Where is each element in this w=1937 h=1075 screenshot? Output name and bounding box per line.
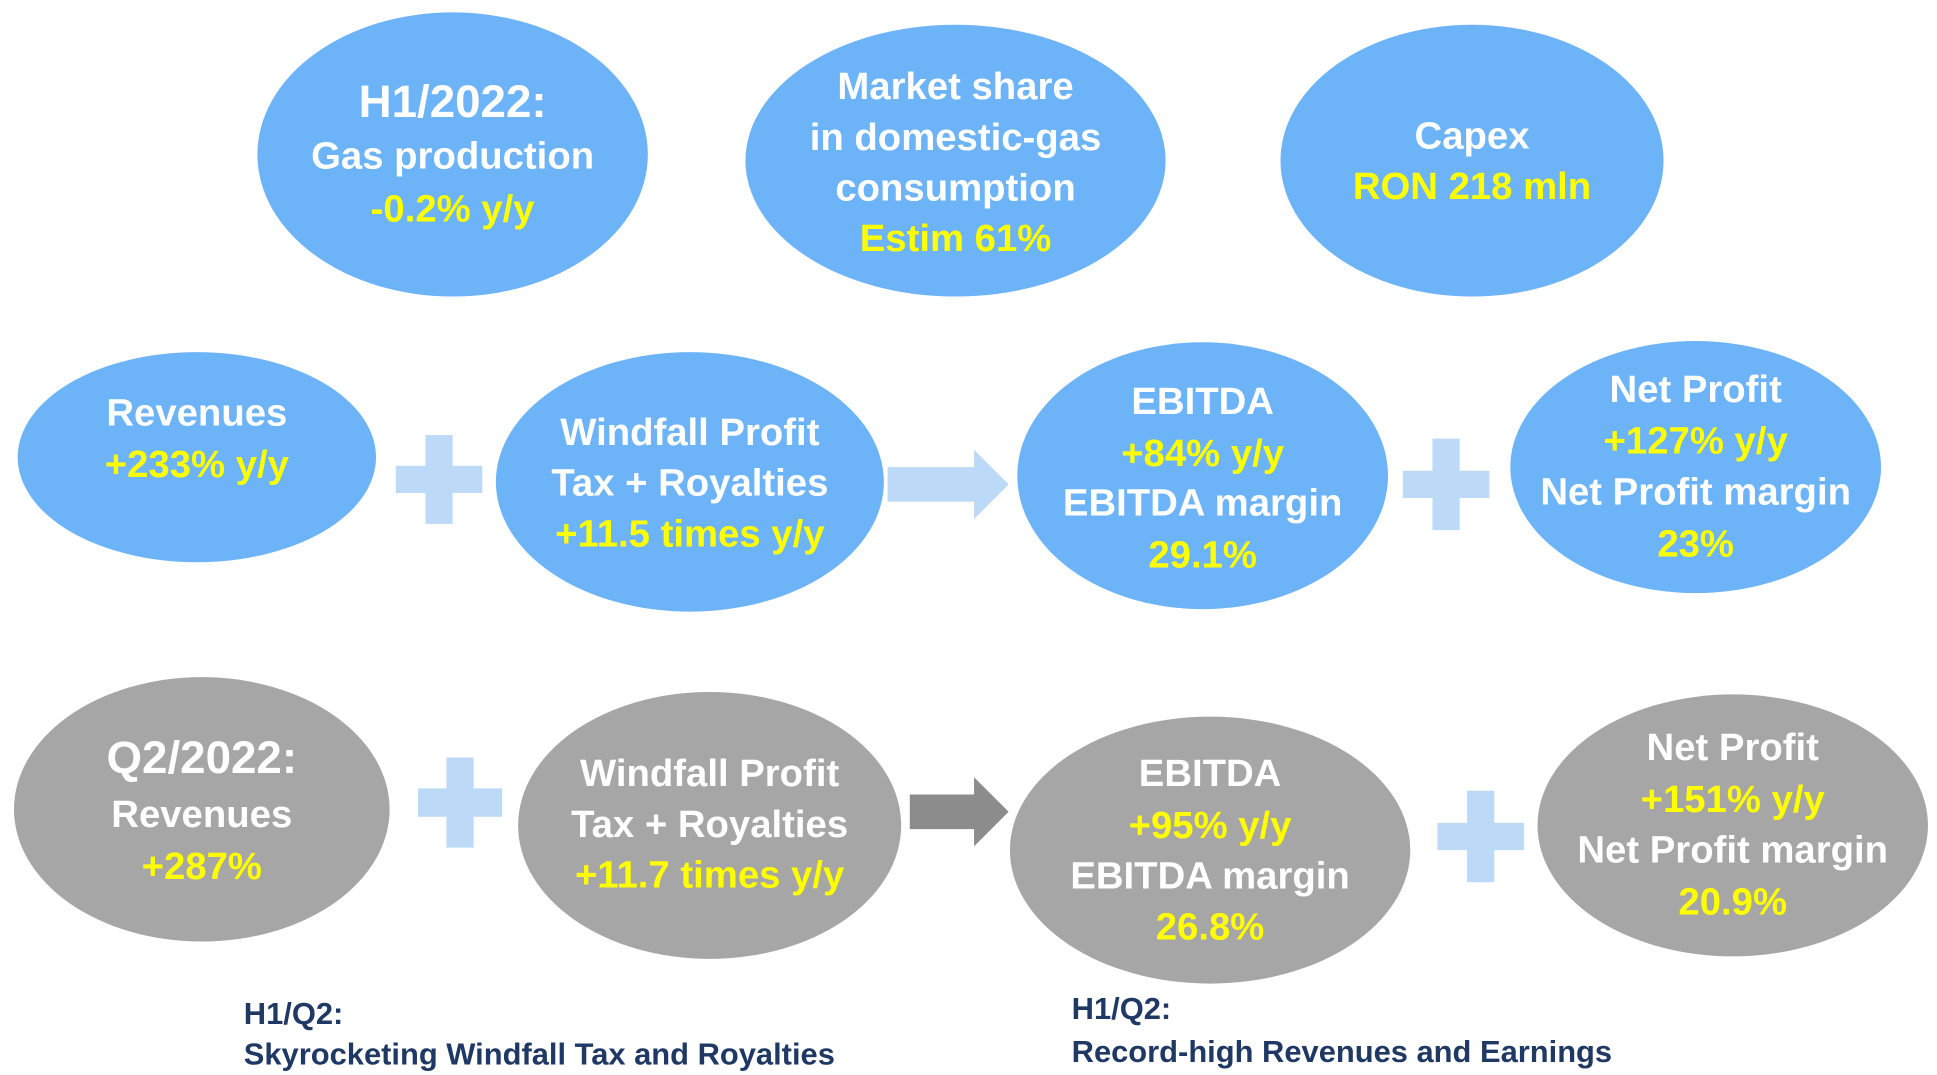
- node-text: Capex: [1415, 115, 1531, 158]
- node-text: Net Profit margin: [1577, 829, 1888, 872]
- node-text: 20.9%: [1678, 881, 1787, 924]
- node-text: Net Profit: [1609, 368, 1782, 411]
- node-text: H1/2022:: [359, 76, 547, 127]
- node-text: +11.7 times y/y: [575, 853, 845, 896]
- node-text: EBITDA margin: [1063, 481, 1342, 524]
- plus: [395, 434, 483, 524]
- node-text: Estim 61%: [860, 217, 1052, 260]
- node-text: Windfall Profit: [560, 411, 819, 454]
- node: [518, 691, 902, 959]
- node-text: Gas production: [311, 134, 594, 177]
- node-text: Tax + Royalties: [551, 462, 828, 505]
- node: [1280, 24, 1664, 297]
- plus: [1437, 790, 1524, 883]
- node-text: +11.5 times y/y: [555, 512, 825, 555]
- node-text: Q2/2022:: [107, 732, 298, 783]
- node-text: Revenues: [106, 391, 287, 434]
- caption: Skyrocketing Windfall Tax and Royalties: [244, 1037, 835, 1072]
- node-text: EBITDA margin: [1070, 855, 1349, 898]
- caption: H1/Q2:: [244, 996, 344, 1031]
- node-text: +127% y/y: [1604, 420, 1789, 463]
- plus: [1402, 438, 1490, 531]
- node-text: EBITDA: [1139, 752, 1282, 795]
- node-text: Market share: [837, 65, 1073, 108]
- caption: H1/Q2:: [1072, 991, 1172, 1026]
- node-text: +95% y/y: [1129, 804, 1293, 847]
- node-text: EBITDA: [1131, 380, 1274, 423]
- node: [745, 24, 1166, 297]
- node: [1009, 716, 1411, 984]
- node-text: consumption: [835, 166, 1075, 209]
- node-text: +151% y/y: [1641, 778, 1826, 821]
- node-text: Net Profit margin: [1540, 470, 1851, 513]
- node-text: +287%: [142, 845, 262, 888]
- node-text: -0.2% y/y: [371, 187, 536, 230]
- node-text: in domestic-gas: [810, 116, 1102, 159]
- node-text: Revenues: [111, 793, 292, 836]
- node: [1017, 342, 1388, 610]
- node-text: RON 218 mln: [1353, 165, 1591, 208]
- node-text: Tax + Royalties: [571, 803, 848, 846]
- arrow: [887, 449, 1009, 519]
- node: [17, 352, 377, 563]
- node-text: 26.8%: [1156, 905, 1265, 948]
- node-text: +233% y/y: [105, 443, 290, 486]
- node-text: 29.1%: [1148, 533, 1257, 576]
- node-text: +84% y/y: [1121, 432, 1285, 475]
- caption: Record-high Revenues and Earnings: [1072, 1034, 1612, 1069]
- node: [13, 677, 390, 942]
- node: [257, 12, 648, 297]
- node: [1510, 341, 1882, 594]
- node-text: Net Profit: [1647, 726, 1820, 769]
- node-text: Windfall Profit: [580, 752, 839, 795]
- node-text: 23%: [1657, 522, 1734, 565]
- connectors: [395, 434, 1524, 883]
- arrow: [909, 777, 1009, 847]
- node: [1537, 694, 1928, 957]
- plus: [418, 757, 503, 848]
- node: [495, 352, 884, 612]
